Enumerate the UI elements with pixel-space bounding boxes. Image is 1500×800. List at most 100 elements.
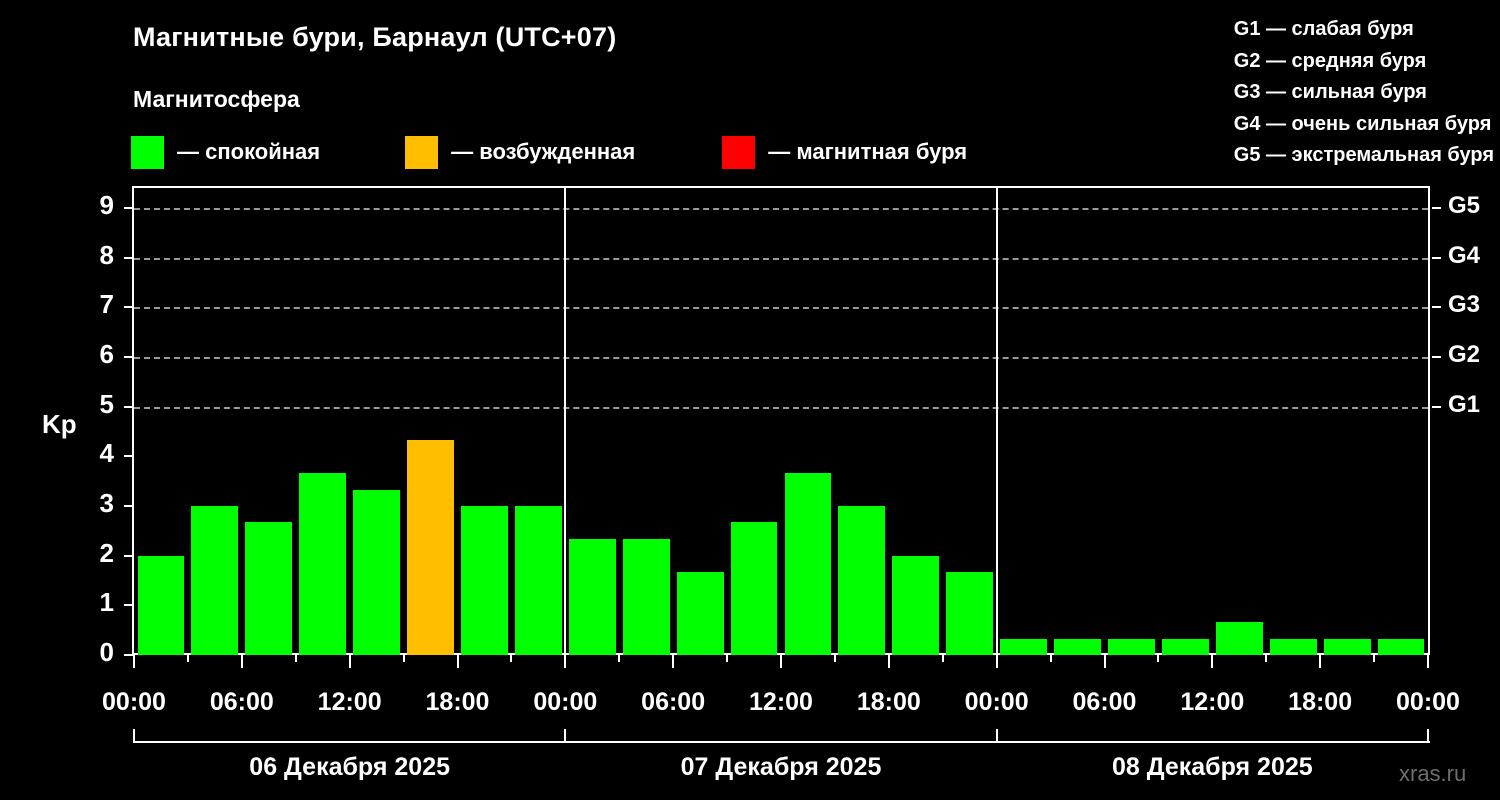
g-tick-mark-g3 xyxy=(1432,306,1441,309)
bar-22[interactable] xyxy=(1323,638,1371,655)
bar-9[interactable] xyxy=(622,539,670,655)
y-tick-mark-7 xyxy=(124,306,133,309)
x-tick-label-9: 06:00 xyxy=(1072,688,1137,716)
g-scale-line-g1: G1 — слабая буря xyxy=(1233,18,1414,40)
day-axis-tick-2 xyxy=(995,729,998,743)
y-tick-label-8: 8 xyxy=(99,239,114,270)
legend-item-storm: — магнитная буря xyxy=(722,135,968,169)
x-minor-tick-1 xyxy=(186,655,189,662)
y-tick-mark-5 xyxy=(124,405,133,408)
y-tick-label-3: 3 xyxy=(99,487,114,518)
bar-10[interactable] xyxy=(676,572,724,655)
y-tick-mark-1 xyxy=(124,604,133,607)
plot-frame xyxy=(132,186,1430,655)
y-axis-title: Kp xyxy=(42,409,77,439)
x-tick-label-7: 18:00 xyxy=(856,688,921,716)
bar-11[interactable] xyxy=(730,522,778,655)
bar-3[interactable] xyxy=(299,472,347,655)
g-tick-label-g2: G2 xyxy=(1448,340,1481,368)
bar-0[interactable] xyxy=(137,555,185,655)
bar-1[interactable] xyxy=(191,505,239,655)
y-tick-mark-6 xyxy=(124,355,133,358)
bar-4[interactable] xyxy=(353,489,401,655)
bar-12[interactable] xyxy=(784,472,832,655)
g-tick-label-g4: G4 xyxy=(1448,241,1481,269)
y-tick-label-7: 7 xyxy=(99,289,114,320)
legend-label-calm: — спокойная xyxy=(177,139,321,164)
y-tick-mark-2 xyxy=(124,554,133,557)
magnetosphere-heading: Магнитосфера xyxy=(133,86,300,112)
y-tick-label-4: 4 xyxy=(99,438,114,469)
g-scale-line-g4: G4 — очень сильная буря xyxy=(1233,112,1492,135)
y-tick-label-0: 0 xyxy=(99,637,114,667)
watermark: xras.ru xyxy=(1399,761,1467,786)
x-tick-label-8: 00:00 xyxy=(964,688,1029,716)
bar-8[interactable] xyxy=(568,539,616,655)
x-tick-label-1: 06:00 xyxy=(209,688,274,716)
x-tick-mark-8 xyxy=(995,655,998,668)
x-tick-mark-0 xyxy=(133,655,135,668)
x-tick-label-3: 18:00 xyxy=(425,688,490,716)
x-tick-mark-9 xyxy=(1103,655,1106,668)
x-tick-mark-3 xyxy=(456,655,459,668)
bar-17[interactable] xyxy=(1054,638,1101,655)
day-separator-1 xyxy=(564,188,567,655)
bar-5[interactable] xyxy=(407,439,454,655)
y-tick-label-1: 1 xyxy=(99,587,114,618)
legend-swatch-calm xyxy=(131,135,164,169)
gridline-kp-7 xyxy=(134,307,1428,310)
legend: — спокойная — возбужденная — магнитная б… xyxy=(131,134,967,170)
bar-19[interactable] xyxy=(1161,638,1209,655)
bar-21[interactable] xyxy=(1269,638,1317,655)
bar-7[interactable] xyxy=(514,505,562,655)
bar-2[interactable] xyxy=(245,522,293,655)
bar-16[interactable] xyxy=(1000,638,1048,655)
day-axis-tick-0 xyxy=(133,729,135,743)
day-axis-tick-3 xyxy=(1427,729,1429,743)
x-tick-label-10: 12:00 xyxy=(1180,688,1245,716)
bar-13[interactable] xyxy=(838,505,886,655)
x-tick-label-0: 00:00 xyxy=(102,688,166,716)
bar-6[interactable] xyxy=(461,505,508,655)
x-tick-label-5: 06:00 xyxy=(641,688,706,716)
x-minor-tick-13 xyxy=(833,655,836,662)
x-tick-mark-1 xyxy=(240,655,243,668)
x-minor-tick-3 xyxy=(294,655,297,662)
bar-23[interactable] xyxy=(1377,638,1425,655)
day-separator-2 xyxy=(995,188,998,655)
g-tick-mark-g5 xyxy=(1432,206,1441,209)
plot-area xyxy=(134,188,1428,655)
x-tick-label-12: 00:00 xyxy=(1396,688,1460,716)
x-tick-mark-11 xyxy=(1319,655,1322,668)
day-axis-tick-1 xyxy=(564,729,567,743)
bar-20[interactable] xyxy=(1215,621,1263,655)
gridline-kp-9 xyxy=(134,207,1428,210)
x-tick-mark-12 xyxy=(1427,655,1429,668)
x-tick-mark-2 xyxy=(348,655,351,668)
x-minor-tick-17 xyxy=(1049,655,1052,662)
x-tick-mark-7 xyxy=(887,655,890,668)
y-tick-mark-8 xyxy=(124,256,133,259)
y-tick-label-2: 2 xyxy=(99,537,114,568)
x-minor-tick-15 xyxy=(941,655,944,662)
legend-label-storm: — магнитная буря xyxy=(768,139,968,164)
x-minor-tick-7 xyxy=(510,655,513,662)
g-tick-mark-g4 xyxy=(1432,256,1441,259)
page-title: Магнитные бури, Барнаул (UTC+07) xyxy=(133,22,617,52)
x-minor-tick-19 xyxy=(1157,655,1160,662)
g-scale-legend: G1 — слабая буря G2 — средняя буря G3 — … xyxy=(1234,14,1494,172)
day-label-1: 06 Декабря 2025 xyxy=(249,753,451,781)
bar-18[interactable] xyxy=(1108,638,1155,655)
y-tick-label-6: 6 xyxy=(99,338,114,369)
y-tick-label-5: 5 xyxy=(99,388,114,419)
g-tick-label-g1: G1 xyxy=(1448,390,1481,418)
day-label-2: 07 Декабря 2025 xyxy=(680,753,882,781)
g-scale-line-g3: G3 — сильная буря xyxy=(1233,81,1427,103)
day-axis-line xyxy=(133,741,1430,743)
legend-label-unsettled: — возбужденная xyxy=(451,139,636,164)
bar-14[interactable] xyxy=(892,555,940,655)
x-tick-mark-4 xyxy=(564,655,567,668)
bar-15[interactable] xyxy=(946,572,994,655)
x-tick-label-4: 00:00 xyxy=(533,688,598,716)
